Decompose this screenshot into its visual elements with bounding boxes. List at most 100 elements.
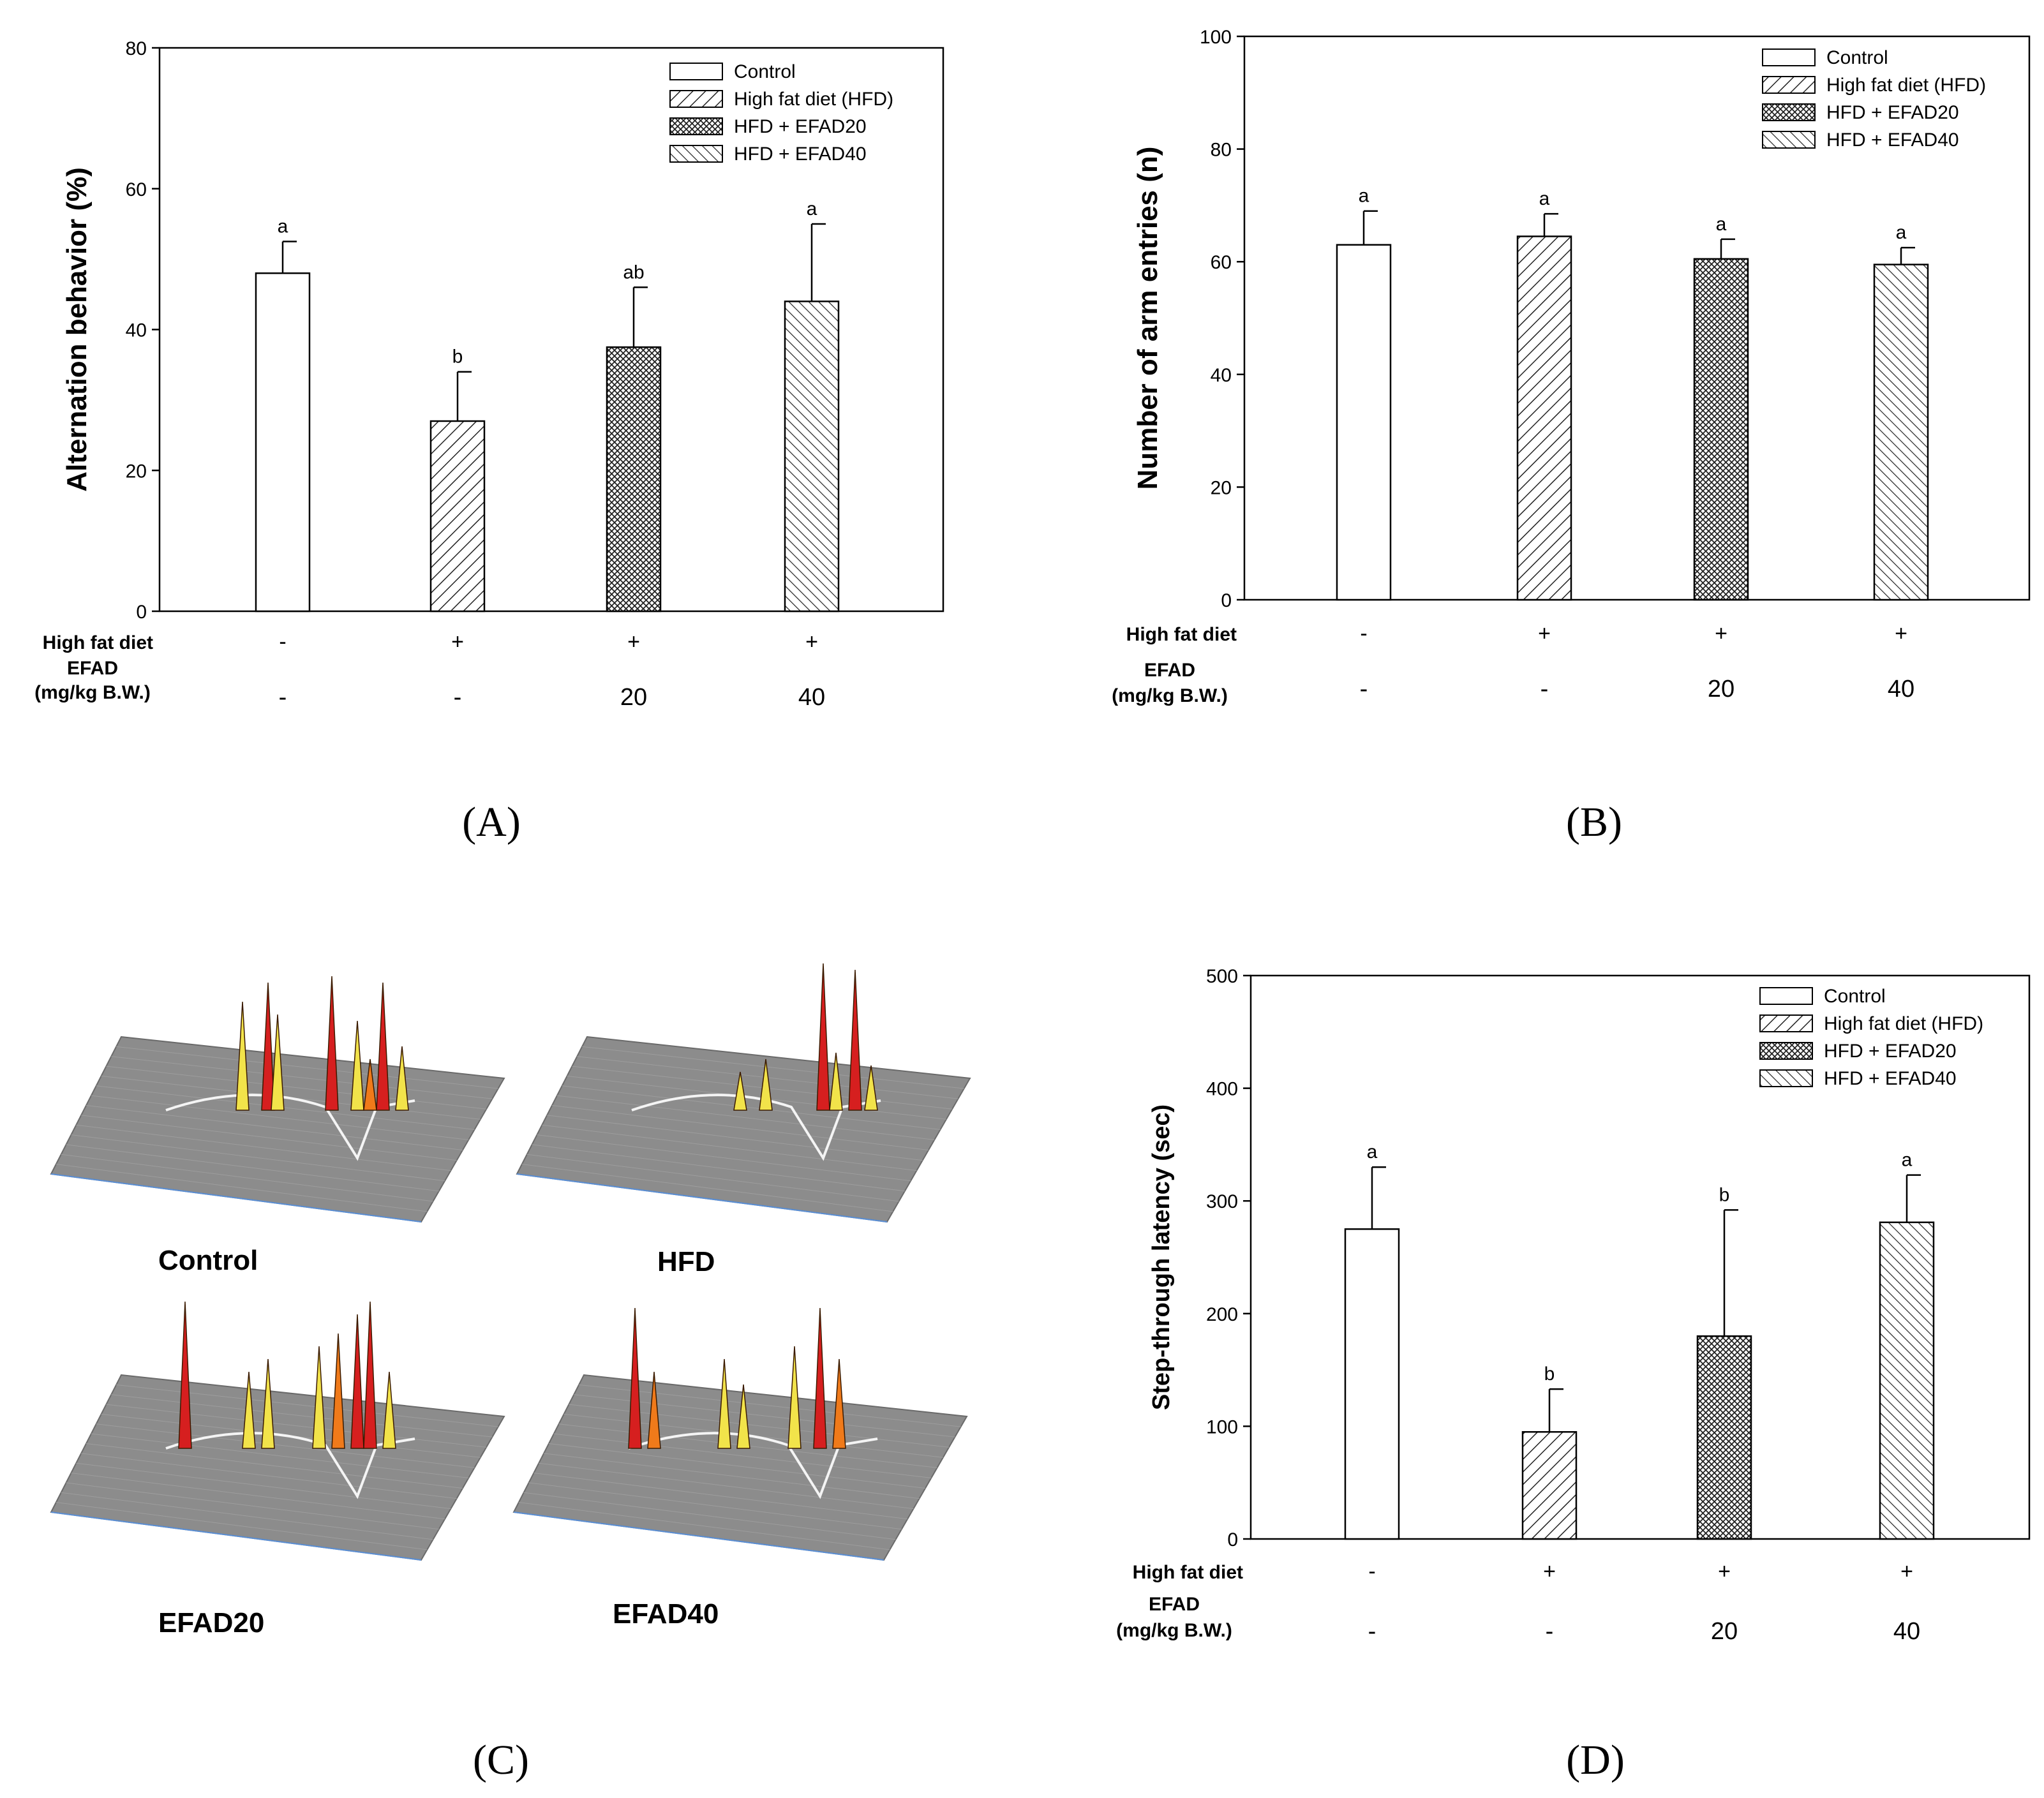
surface-grid-line — [518, 1502, 890, 1550]
surface-grid-line — [551, 1105, 929, 1150]
high-fat-diet-value: - — [279, 630, 286, 654]
surface-grid-line — [106, 1404, 487, 1448]
high-fat-diet-label: High fat diet — [1126, 624, 1237, 645]
surface-peak — [261, 982, 275, 1111]
bar — [606, 346, 662, 613]
efad-unit-label: (mg/kg B.W.) — [34, 682, 151, 703]
surface-peak — [717, 1358, 731, 1449]
surface-axis-edge — [50, 1173, 422, 1222]
legend-swatch — [1762, 103, 1816, 121]
significance-letter: a — [278, 216, 288, 237]
high-fat-diet-value: - — [1368, 1559, 1375, 1584]
y-axis-label: Step-through latency (sec) — [1148, 1104, 1175, 1410]
y-tick-label: 20 — [1211, 477, 1232, 498]
significance-letter: b — [1544, 1363, 1555, 1385]
surface-grid-line — [96, 1423, 475, 1468]
efad-label: EFAD — [1144, 660, 1195, 681]
surface-grid-line — [81, 1115, 457, 1161]
surface-grid-line — [562, 1085, 941, 1130]
surface-grid-line — [544, 1453, 920, 1499]
bar — [1521, 1430, 1578, 1540]
surface-grid-line — [116, 1046, 498, 1089]
surface-grid-line — [111, 1394, 493, 1438]
legend-swatch — [1759, 987, 1813, 1005]
bar — [1693, 258, 1749, 601]
legend-entry: High fat diet (HFD) — [1824, 1013, 1983, 1034]
surface-peak — [363, 1059, 377, 1111]
high-fat-diet-label: High fat diet — [43, 632, 153, 653]
y-tick-label: 100 — [1200, 27, 1232, 48]
efad-dose-value: 40 — [1893, 1618, 1920, 1645]
y-axis-label: Alternation behavior (%) — [61, 167, 93, 492]
high-fat-diet-value: + — [1718, 1559, 1731, 1584]
high-fat-diet-value: + — [627, 630, 640, 654]
surface-grid-line — [582, 1046, 964, 1089]
surface-grid-line — [532, 1144, 905, 1192]
legend-swatch — [669, 63, 723, 80]
efad-dose-value: 40 — [798, 684, 825, 711]
surface-grid-line — [106, 1066, 487, 1110]
surface-grid-line — [61, 1492, 433, 1540]
surface-trace — [631, 1094, 881, 1161]
y-tick-label: 100 — [1206, 1416, 1238, 1438]
legend-swatch — [1762, 76, 1816, 94]
surface-grid-line — [111, 1056, 493, 1099]
y-tick-label: 0 — [136, 602, 147, 623]
panel-label-b: (B) — [1566, 799, 1622, 845]
legend-entry: High fat diet (HFD) — [1826, 75, 1986, 96]
significance-letter: ab — [623, 262, 644, 283]
surface-grid-line — [56, 1164, 428, 1212]
legend-entry: High fat diet (HFD) — [734, 89, 893, 110]
surface-grid-line — [91, 1095, 469, 1140]
y-tick-label: 200 — [1206, 1304, 1238, 1325]
efad-label: EFAD — [1149, 1594, 1200, 1615]
surface-peak — [736, 1384, 750, 1449]
y-tick-label: 20 — [126, 461, 147, 482]
surface-peak — [759, 1059, 773, 1111]
chart-b: 0 20 40 60 80 100 Number of arm entries (n) a - -… — [1112, 27, 2031, 706]
surface-peak — [864, 1065, 878, 1111]
y-tick-label: 0 — [1221, 590, 1232, 611]
surface-caption-efad20: EFAD20 — [158, 1607, 264, 1638]
legend-swatch — [1759, 1042, 1813, 1060]
significance-letter: a — [807, 198, 817, 219]
efad-dose-value: 40 — [1888, 676, 1914, 702]
significance-letter: a — [1896, 222, 1907, 243]
efad-unit-label: (mg/kg B.W.) — [1116, 1620, 1232, 1641]
surface-grid-line — [66, 1482, 439, 1530]
surface-peak — [178, 1301, 192, 1449]
efad-dose-value: - — [1540, 676, 1549, 702]
surface-grid-line — [537, 1134, 911, 1182]
y-tick-label: 40 — [1211, 365, 1232, 386]
surface-grid-line — [116, 1384, 498, 1427]
surface-grid-line — [71, 1473, 445, 1520]
surface-peak — [325, 976, 339, 1111]
surface-grid-line — [56, 1502, 428, 1550]
significance-letter: a — [1539, 188, 1550, 209]
legend-swatch — [1762, 131, 1816, 149]
legend-entry: HFD + EFAD20 — [734, 116, 867, 137]
panel-c-surfaces — [50, 963, 971, 1561]
surface-caption-control: Control — [158, 1245, 258, 1276]
surface-peak — [829, 1052, 843, 1111]
surface-grid-line — [553, 1433, 932, 1478]
y-tick-label: 0 — [1227, 1529, 1238, 1550]
efad-dose-value: - — [454, 684, 462, 711]
bar — [1336, 244, 1392, 601]
high-fat-diet-value: + — [1900, 1559, 1913, 1584]
surface-peak — [312, 1346, 326, 1449]
bar — [255, 272, 311, 613]
significance-letter: a — [1902, 1150, 1913, 1171]
surface-grid-line — [523, 1492, 896, 1540]
efad-dose-value: - — [1360, 676, 1368, 702]
high-fat-diet-value: - — [1360, 621, 1367, 646]
surface-grid-line — [542, 1124, 917, 1171]
legend-entry: HFD + EFAD40 — [1824, 1068, 1957, 1089]
legend-entry: HFD + EFAD40 — [1826, 130, 1959, 151]
high-fat-diet-value: + — [1543, 1559, 1556, 1584]
surface-grid-line — [548, 1443, 926, 1489]
y-tick-label: 80 — [1211, 140, 1232, 161]
high-fat-diet-value: + — [1895, 621, 1907, 646]
surface-grid-line — [91, 1433, 469, 1478]
y-tick-label: 60 — [1211, 252, 1232, 273]
